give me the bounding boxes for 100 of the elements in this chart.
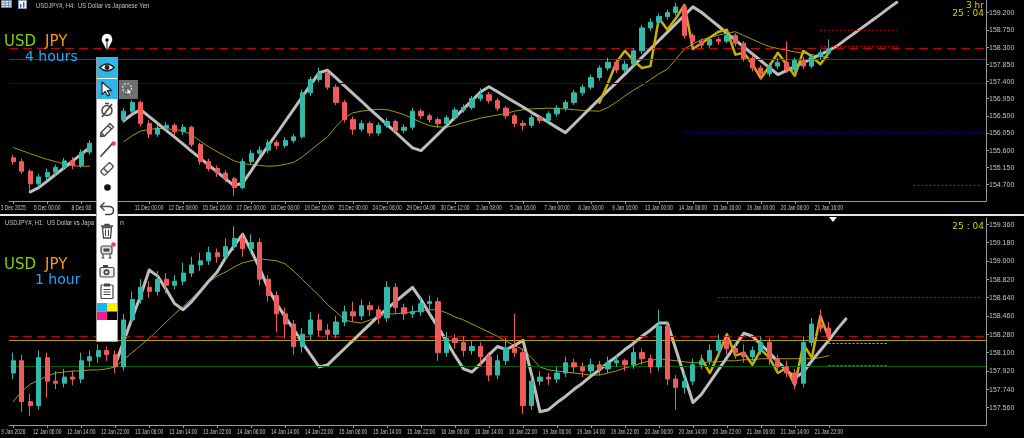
candlestick [11,154,16,166]
candlestick [435,297,441,362]
candlestick [308,311,313,341]
candlestick [503,105,509,120]
candlestick [36,173,41,189]
candlestick [571,358,577,374]
candlestick [461,103,466,114]
candlestick [716,333,721,356]
candlestick [62,368,67,388]
candlestick [605,356,611,374]
candlestick [673,2,678,17]
candlestick [801,56,806,70]
candlestick [639,348,645,366]
candlestick [724,30,729,44]
candlestick [614,58,619,74]
annotation: JPY [44,254,69,273]
candlestick [537,370,543,386]
candlestick [716,36,721,46]
candlestick [283,136,288,149]
candlestick [70,370,75,386]
candlestick [350,116,356,136]
candlestick [28,392,33,417]
candlestick [189,256,194,278]
candlestick [206,246,211,266]
candlestick [775,354,780,374]
candlestick [121,107,126,124]
candlestick [801,335,806,388]
candlestick [554,104,560,118]
candlestick [410,107,415,131]
candlestick [563,99,568,112]
candlestick [342,305,347,327]
annotation: JPY [44,31,69,50]
candlestick [189,125,194,148]
candlestick [155,270,160,296]
candlestick [45,352,50,398]
candlestick [113,350,118,374]
candlestick [28,168,33,191]
candlestick [826,321,831,341]
annotation: USD [4,254,37,273]
candlestick [767,337,772,366]
candlestick [249,233,254,254]
candlestick [155,124,160,138]
candlestick [597,64,602,82]
candlestick [512,112,517,128]
candlestick [665,321,670,386]
annotation: 1 hour [35,271,81,287]
candlestick [639,24,645,55]
candlestick [733,32,738,47]
candlestick [750,345,755,362]
candlestick [809,53,814,69]
candlestick [758,335,763,356]
candlestick [317,313,322,337]
candlestick [546,110,551,124]
candlestick [274,290,279,333]
candlestick [724,335,729,356]
candlestick [53,370,58,390]
candlestick [384,280,390,323]
candlestick [45,168,50,181]
candlestick [223,237,228,262]
candlestick [172,274,177,290]
candlestick [707,35,712,49]
annotation: 25 : 04 [952,220,985,231]
candlestick [384,117,390,129]
candlestick [36,350,41,411]
candlestick [597,360,602,376]
candlestick [325,70,330,91]
candlestick [300,89,305,140]
candlestick [181,123,186,136]
candlestick [580,83,585,97]
candlestick [393,282,398,315]
candlestick [240,158,245,190]
candlestick [656,12,662,26]
candlestick [70,156,75,170]
candlestick [486,352,492,382]
candlestick [444,331,449,358]
candlestick [563,356,568,378]
candlestick [87,350,92,368]
candlestick [401,303,407,321]
candlestick [588,358,594,376]
candlestick [53,164,58,177]
candlestick [79,148,84,169]
candlestick [291,319,296,356]
candlestick [478,341,483,368]
candlestick [367,120,373,137]
candlestick [300,327,305,354]
candlestick [317,67,322,83]
candlestick [215,248,220,264]
candlestick [164,272,169,294]
candlestick [452,333,458,350]
candlestick [376,122,381,137]
candlestick [232,176,237,197]
candlestick [11,352,16,380]
candlestick [249,149,254,165]
candlestick [520,348,526,415]
candlestick [792,57,797,73]
candlestick [741,40,746,63]
annotation: 3 hr [966,0,985,10]
annotation: 4 hours [25,48,78,64]
candlestick [699,354,704,370]
candlestick [529,114,534,129]
